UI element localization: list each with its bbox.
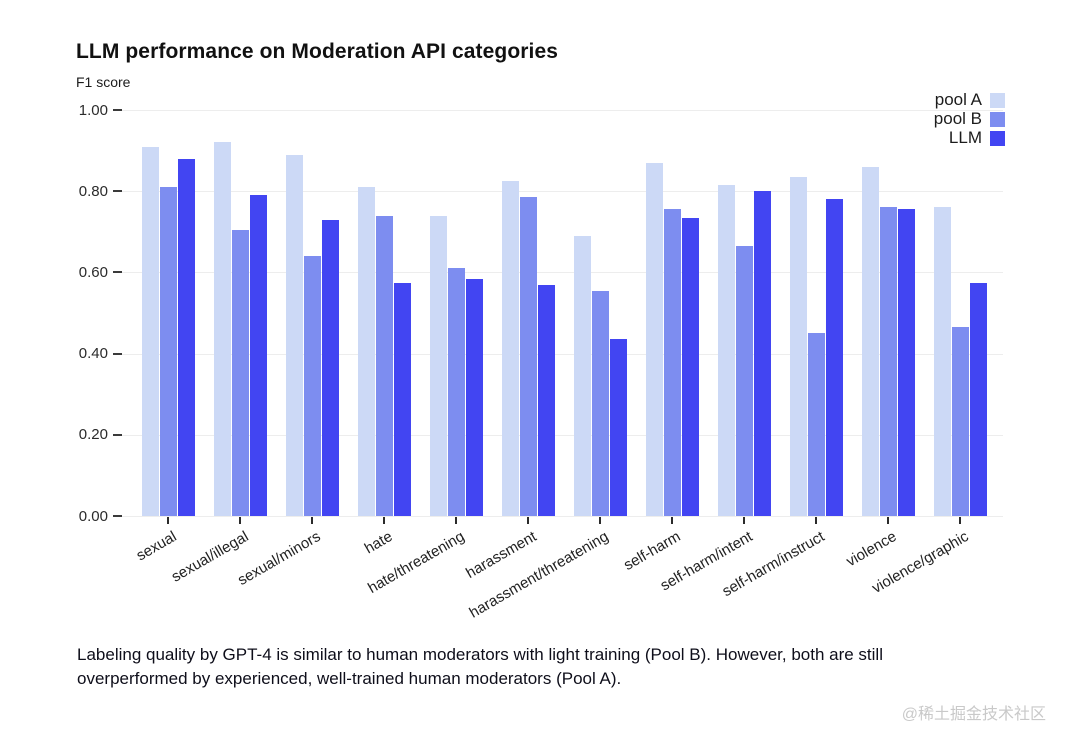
- y-axis-tick-label: 0.80: [78, 182, 108, 200]
- bar: [610, 339, 627, 516]
- bar: [664, 209, 681, 516]
- x-axis-tick-mark: [383, 517, 385, 524]
- bar: [808, 333, 825, 516]
- y-axis-tick-mark: [113, 190, 122, 193]
- bar: [304, 256, 321, 516]
- y-axis-tick: 0.80: [40, 182, 122, 200]
- y-axis-tick-label: 0.40: [78, 345, 108, 363]
- gridline: [118, 353, 1003, 355]
- bar: [232, 229, 249, 516]
- x-axis-tick-mark: [527, 517, 529, 524]
- bar: [250, 195, 267, 516]
- x-axis-tick-mark: [455, 517, 457, 524]
- y-axis-tick: 0.40: [40, 345, 122, 363]
- x-axis-tick-mark: [599, 517, 601, 524]
- legend-label: LLM: [948, 128, 982, 147]
- caption-line-1: Labeling quality by GPT-4 is similar to …: [77, 645, 883, 664]
- x-axis-tick-mark: [167, 517, 169, 524]
- x-axis-tick-mark: [239, 517, 241, 524]
- legend-row: pool A: [934, 90, 1005, 109]
- y-axis-tick-label: 0.60: [78, 263, 108, 281]
- bar: [394, 282, 411, 516]
- legend-label: pool B: [933, 109, 982, 128]
- bar: [520, 197, 537, 516]
- gridline: [118, 272, 1003, 274]
- y-axis-tick-mark: [113, 352, 122, 355]
- legend-swatch: [990, 111, 1005, 127]
- bar: [592, 290, 609, 516]
- bar: [286, 154, 303, 516]
- y-axis-tick-label: 0.20: [78, 426, 108, 444]
- y-axis-tick-label: 1.00: [78, 101, 108, 119]
- bar: [538, 284, 555, 516]
- bar: [178, 158, 195, 516]
- plot-area: [118, 110, 1003, 517]
- gridline: [118, 110, 1003, 111]
- bar: [430, 215, 447, 516]
- bar: [952, 327, 969, 516]
- x-axis-tick-mark: [743, 517, 745, 524]
- bar: [322, 219, 339, 516]
- bar: [862, 166, 879, 516]
- gridline: [118, 191, 1003, 193]
- bar: [970, 282, 987, 516]
- y-axis-title: F1 score: [76, 74, 131, 90]
- bar: [214, 142, 231, 516]
- y-axis-tick: 0.60: [40, 263, 122, 281]
- y-axis-tick-mark: [113, 515, 122, 517]
- bar: [898, 209, 915, 516]
- y-axis-tick: 0.20: [40, 426, 122, 444]
- bar: [718, 185, 735, 516]
- bar: [448, 268, 465, 516]
- bar: [142, 146, 159, 516]
- bar: [880, 207, 897, 516]
- bar: [790, 177, 807, 516]
- chart-caption: Labeling quality by GPT-4 is similar to …: [77, 643, 1017, 691]
- y-axis-tick: 0.00: [40, 507, 122, 525]
- watermark: @稀土掘金技术社区: [901, 706, 1046, 723]
- bar: [502, 181, 519, 516]
- x-axis-tick-mark: [815, 517, 817, 524]
- legend-swatch: [990, 130, 1005, 146]
- chart-title: LLM performance on Moderation API catego…: [76, 40, 559, 63]
- legend-row: LLM: [948, 128, 1005, 147]
- legend-label: pool A: [934, 90, 982, 109]
- bar: [358, 187, 375, 516]
- x-axis-tick-mark: [887, 517, 889, 524]
- bar: [574, 235, 591, 516]
- y-axis-tick-mark: [113, 109, 122, 111]
- y-axis-tick: 1.00: [40, 101, 122, 119]
- legend-row: pool B: [933, 109, 1005, 128]
- y-axis-tick-label: 0.00: [78, 507, 108, 525]
- bar: [466, 278, 483, 516]
- caption-line-2: overperformed by experienced, well-train…: [77, 669, 622, 688]
- x-axis-tick-mark: [959, 517, 961, 524]
- bar: [934, 207, 951, 516]
- bar: [376, 215, 393, 516]
- bar: [682, 217, 699, 516]
- bar: [754, 191, 771, 516]
- bar: [826, 199, 843, 516]
- x-axis-tick-mark: [311, 517, 313, 524]
- y-axis-tick-mark: [113, 433, 122, 436]
- bar: [646, 162, 663, 516]
- bar: [736, 246, 753, 516]
- bar: [160, 187, 177, 516]
- x-axis-tick-mark: [671, 517, 673, 524]
- gridline: [118, 516, 1003, 517]
- y-axis-tick-mark: [113, 271, 122, 274]
- gridline: [118, 434, 1003, 436]
- legend-swatch: [990, 92, 1005, 108]
